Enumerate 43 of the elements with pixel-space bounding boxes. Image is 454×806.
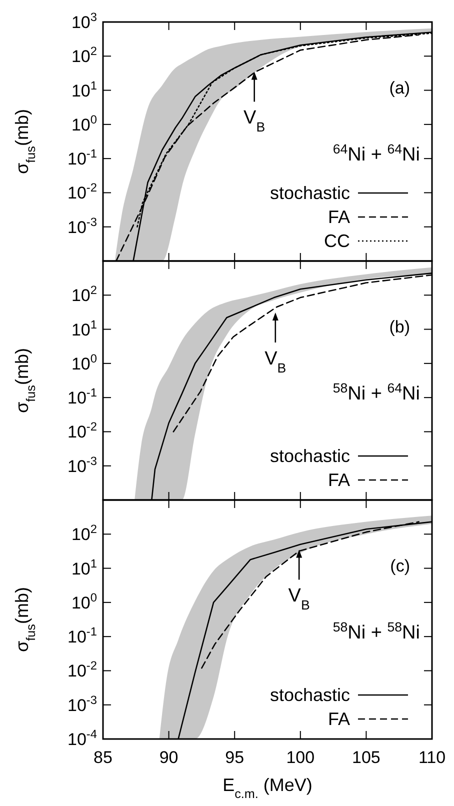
x-tick-label: 110: [418, 748, 446, 767]
x-axis-title: E$_{c.m.}$ (MeV): [222, 775, 312, 801]
legend-label: FA: [328, 470, 350, 490]
y-tick-label: 10$^{-4}$: [68, 727, 98, 749]
annotation: V$_{B}$: [288, 586, 310, 612]
y-tick-label: 10$^{2}$: [71, 44, 98, 66]
y-tick-label: 10$^{1}$: [71, 556, 98, 578]
x-tick-label: 105: [352, 748, 380, 767]
y-tick-label: 10$^{-3}$: [68, 214, 98, 237]
annotation: $^{58}$Ni + $^{58}$Ni: [332, 619, 420, 644]
y-tick-label: 10$^{0}$: [71, 590, 98, 612]
legend-label: CC: [324, 231, 350, 251]
y-tick-label: 10$^{1}$: [71, 317, 98, 340]
x-tick-label: 90: [159, 748, 178, 767]
y-tick-label: 10$^{3}$: [71, 10, 98, 32]
x-tick-label: 85: [94, 748, 112, 767]
x-tick-label: 100: [286, 748, 315, 767]
y-tick-label: 10$^{-1}$: [68, 146, 98, 169]
y-tick-label: 10$^{-3}$: [68, 692, 98, 715]
y-tick-label: 10$^{2}$: [71, 283, 98, 306]
y-tick-label: 10$^{0}$: [71, 351, 98, 374]
legend-label: stochastic: [270, 183, 350, 203]
y-tick-label: 10$^{1}$: [71, 78, 98, 100]
y-tick-label: 10$^{-2}$: [68, 658, 98, 681]
annotation: V$_{B}$: [244, 108, 266, 134]
annotation: V$_{B}$: [264, 348, 286, 376]
annotation: (b): [389, 318, 410, 337]
legend-label: stochastic: [270, 685, 350, 705]
y-tick-label: 10$^{-3}$: [68, 454, 98, 476]
y-tick-label: 10$^{-1}$: [68, 624, 98, 647]
legend-label: FA: [328, 709, 350, 729]
y-tick-label: 10$^{-2}$: [68, 180, 98, 203]
y-tick-label: 10$^{-2}$: [68, 420, 98, 442]
legend-label: FA: [328, 207, 350, 227]
legend-label: stochastic: [270, 446, 350, 466]
annotation: (a): [389, 78, 410, 98]
y-tick-label: 10$^{2}$: [71, 522, 98, 544]
annotation: $^{64}$Ni + $^{64}$Ni: [332, 141, 420, 166]
y-tick-label: 10$^{0}$: [71, 112, 98, 134]
annotation: (c): [390, 556, 410, 576]
annotation: $^{58}$Ni + $^{64}$Ni: [332, 380, 420, 405]
x-tick-label: 95: [225, 748, 244, 767]
y-tick-label: 10$^{-1}$: [68, 386, 98, 408]
